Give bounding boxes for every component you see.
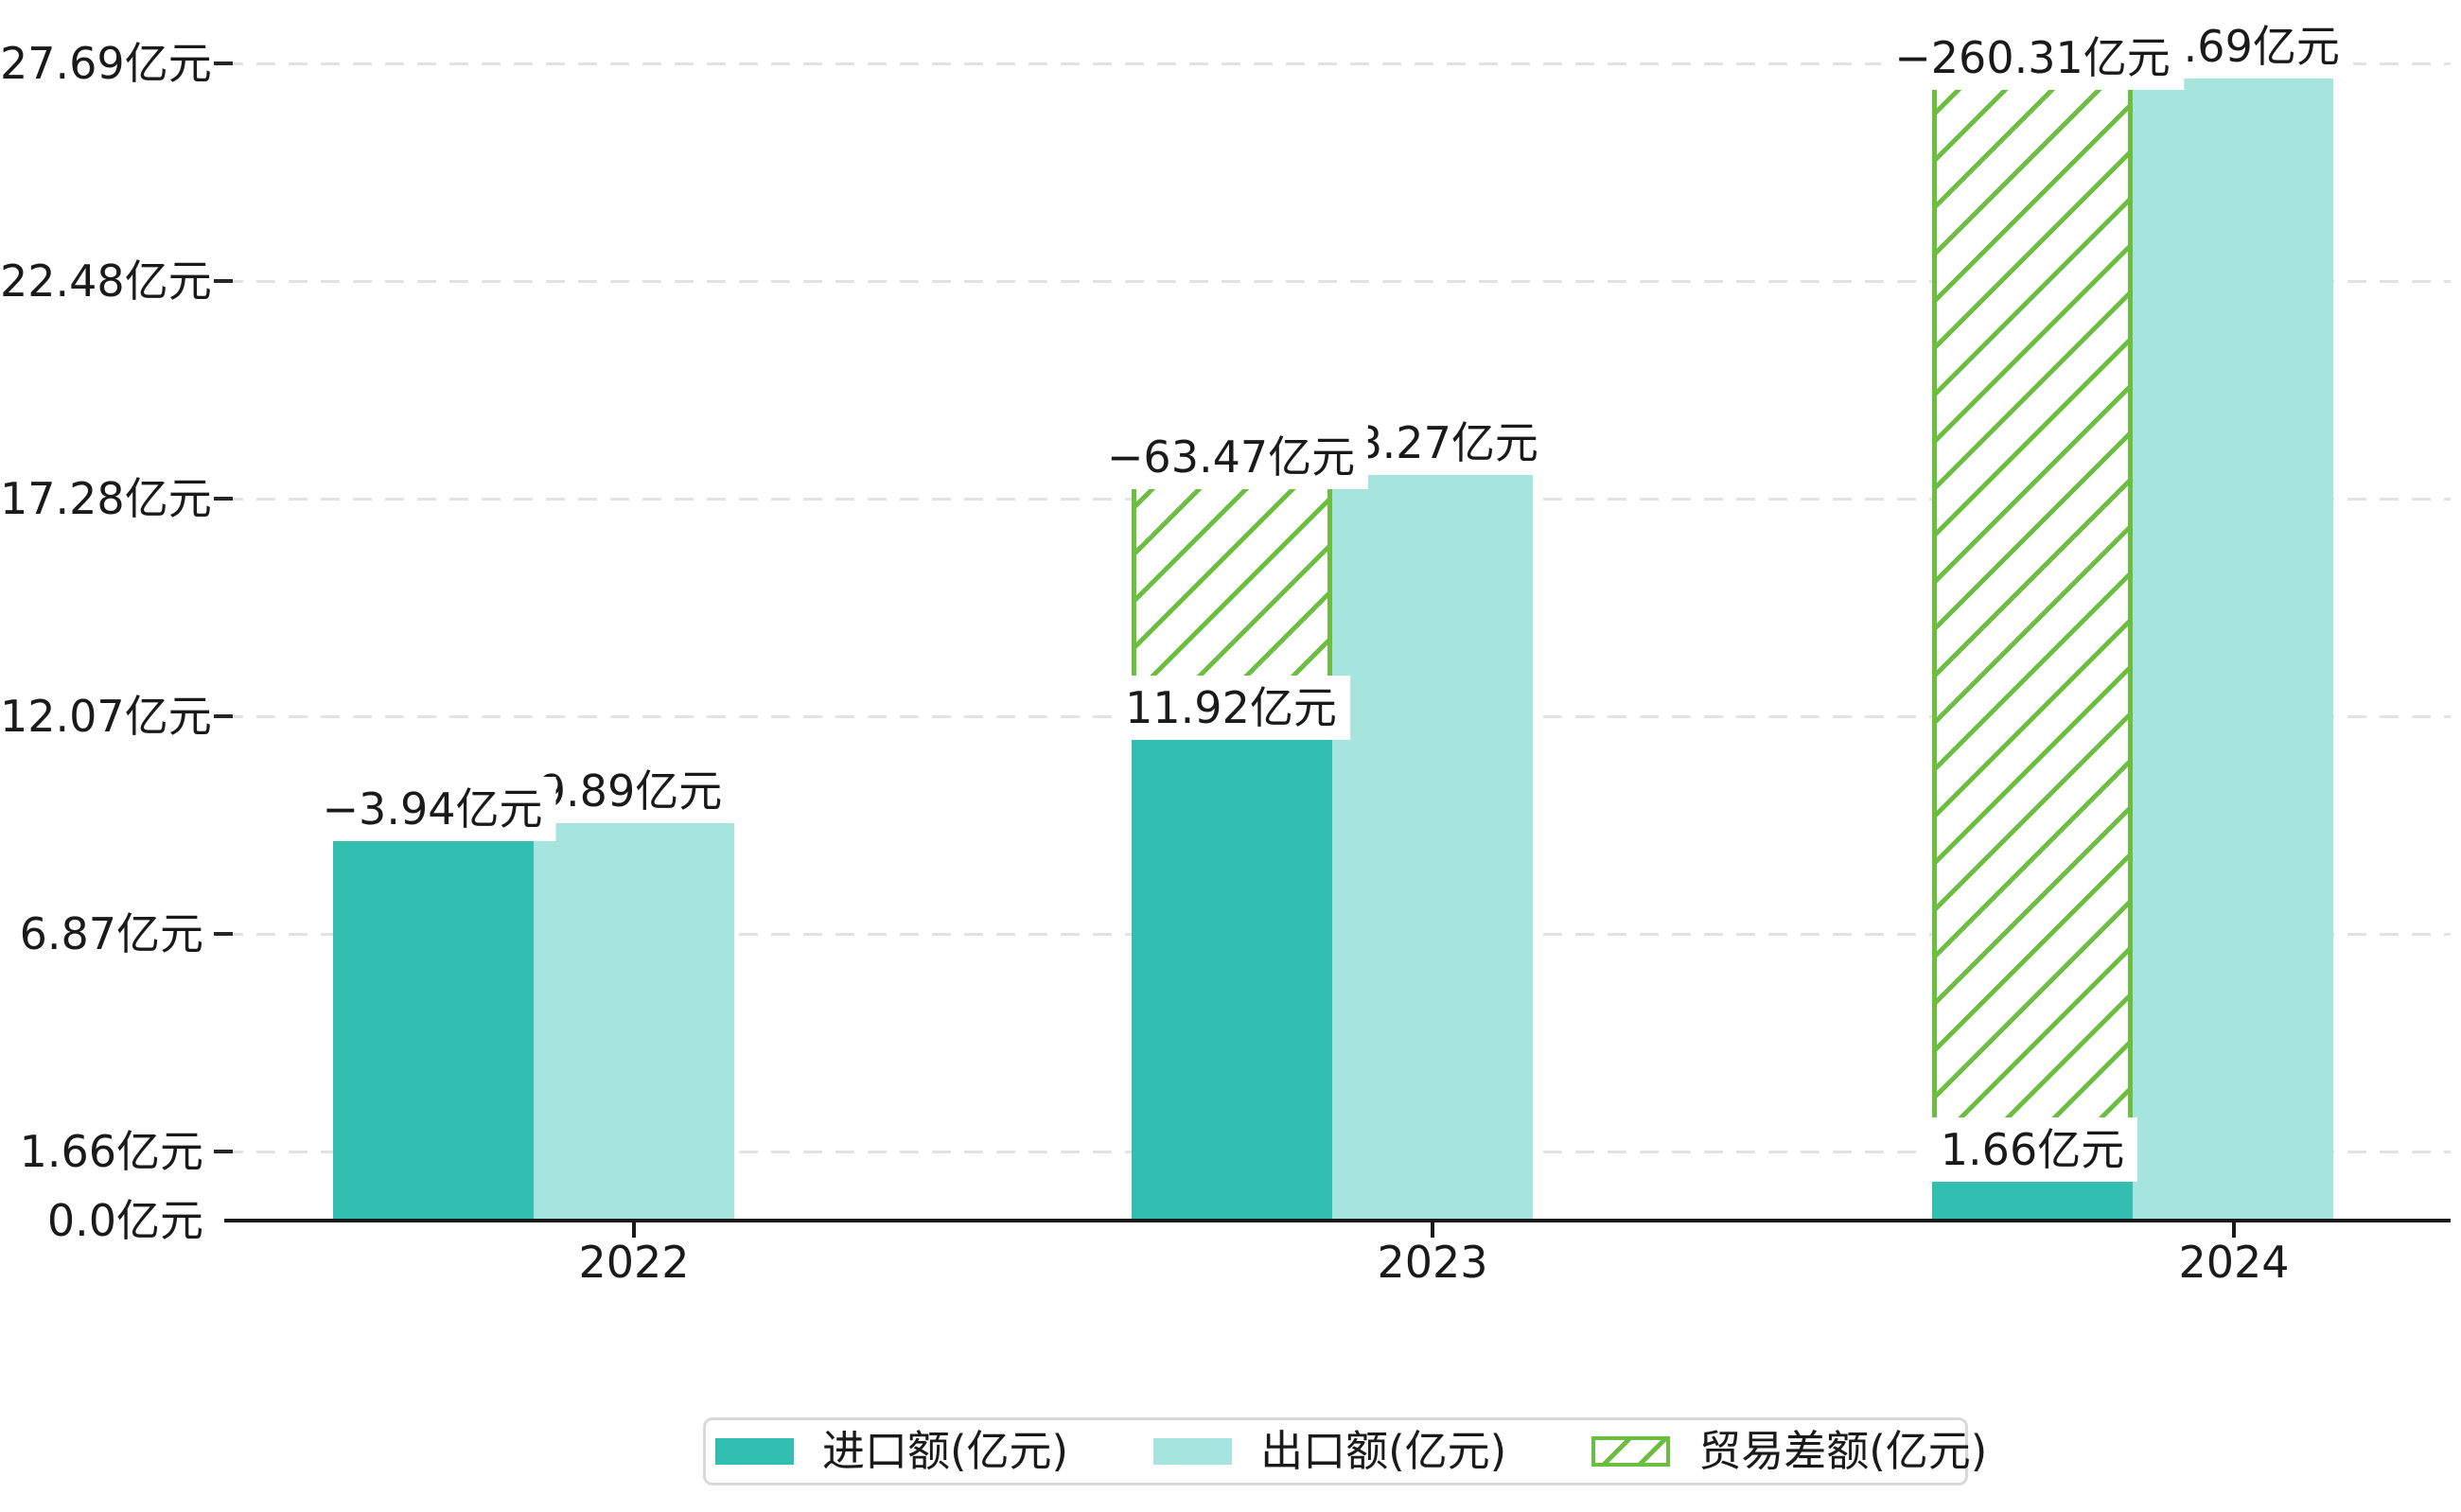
y-axis-label: 1.66亿元 [19,1126,203,1177]
y-axis-label: 0.0亿元 [46,1195,203,1246]
x-tick-mark [2232,1222,2236,1238]
x-axis-label-2022: 2022 [578,1237,690,1288]
import-swatch-icon [715,1438,794,1465]
x-axis-label-2024: 2024 [2178,1237,2290,1288]
gridline-27-69 [224,62,2451,65]
bar-export-2023 [1332,457,1533,1222]
x-axis-label-2023: 2023 [1377,1237,1488,1288]
y-tick-mark [214,497,233,501]
value-label-trade-2022: −3.94亿元 [308,777,556,841]
y-tick-mark [214,1150,233,1153]
y-axis-label: 27.69亿元 [0,38,212,89]
legend-item-export: 出口额(亿元) [1153,1427,1506,1476]
x-tick-mark [632,1222,636,1238]
y-tick-mark [214,714,233,718]
bar-export-2024 [2133,63,2333,1222]
value-label-trade-2024: −260.31亿元 [1881,26,2184,90]
bar-import-2022 [333,824,534,1222]
x-tick-mark [1431,1222,1434,1238]
bar-import-2023 [1132,723,1332,1222]
y-tick-mark [214,62,233,65]
y-axis-label: 12.07亿元 [0,691,212,742]
legend-item-trade-balance: 贸易差额(亿元) [1591,1427,1987,1476]
value-label-import-2024: 1.66亿元 [1926,1117,2138,1182]
y-axis-label: 17.28亿元 [0,473,212,524]
trade-balance-hatch-swatch-icon [1591,1436,1671,1467]
value-label-import-2023: 11.92亿元 [1112,676,1350,740]
legend-item-import: 进口额(亿元) [715,1427,1068,1476]
bar-trade-balance-2024 [1932,63,2133,1152]
value-label-export-2022: 9.89亿元 [524,759,736,823]
legend-label-import: 进口额(亿元) [822,1426,1069,1476]
legend: 进口额(亿元) 出口额(亿元) 贸易差额(亿元) [703,1417,1987,1486]
legend-label-export: 出口额(亿元) [1260,1426,1507,1476]
y-tick-mark [214,932,233,936]
x-axis-line [224,1219,2451,1222]
bar-export-2022 [534,808,734,1222]
legend-label-trade-balance: 贸易差额(亿元) [1698,1426,1988,1476]
value-label-trade-2023: −63.47亿元 [1093,425,1369,489]
gridline-22-48 [224,280,2451,283]
export-swatch-icon [1153,1438,1233,1465]
y-tick-mark [214,279,233,283]
y-axis-label: 6.87亿元 [19,908,203,959]
y-axis-label: 22.48亿元 [0,255,212,307]
